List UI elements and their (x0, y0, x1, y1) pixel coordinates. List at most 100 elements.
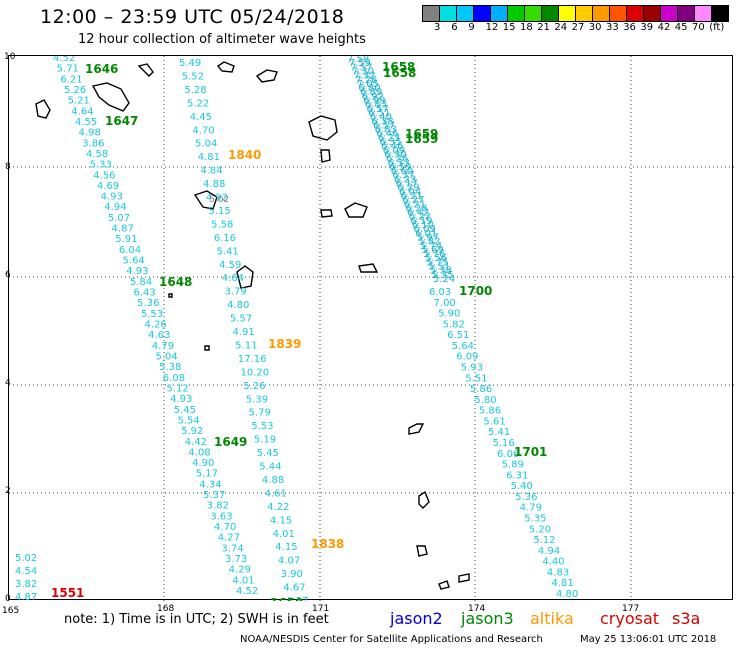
credit-line: NOAA/NESDIS Center for Satellite Applica… (240, 634, 543, 645)
wave-height-value: 6.29 (397, 183, 419, 194)
wave-height-value: 6.31 (506, 470, 528, 481)
wave-height-value: 3.82 (15, 579, 37, 590)
map-canvas: 4.525.716.215.265.214.644.554.983.864.58… (9, 56, 734, 601)
x-tick-label: 171 (312, 604, 330, 614)
wave-height-value: 4.61 (265, 488, 287, 499)
wave-height-value: 6.17 (396, 179, 418, 190)
x-tick-label: 168 (157, 604, 175, 614)
island-outline (193, 190, 218, 210)
island-outlines (35, 61, 470, 590)
wave-height-value: 5.71 (57, 64, 79, 75)
pass-time-label: 1550 (51, 599, 84, 601)
wave-height-value: 4.91 (233, 327, 255, 338)
legend-swatch (507, 5, 525, 22)
wave-height-value: 5.51 (465, 373, 487, 384)
wave-height-value: 4.79 (152, 341, 174, 352)
wave-height-value: 5.04 (155, 351, 177, 362)
wave-height-value: 6.33 (388, 158, 410, 169)
wave-height-value: 4.98 (79, 128, 101, 139)
pass-time-label: 1701 (514, 445, 547, 459)
legend-swatch (626, 5, 644, 22)
wave-height-value: 4.56 (93, 170, 115, 181)
wave-height-value: 5.90 (438, 309, 460, 320)
legend-label: 45 (674, 22, 688, 33)
wave-height-value: 4.81 (551, 578, 573, 589)
island-outline (91, 82, 130, 112)
wave-height-value: 6.23 (394, 174, 416, 185)
wave-height-value: 6.42 (407, 208, 429, 219)
island-outline (458, 573, 470, 583)
legend-label: 3 (434, 22, 441, 33)
island-outline (320, 149, 331, 163)
legend-label: 18 (520, 22, 533, 33)
wave-height-value: 4.15 (270, 515, 292, 526)
wave-height-value: 4.26 (145, 320, 167, 331)
wave-height-value: 5.80 (474, 395, 496, 406)
wave-height-value: 4.88 (262, 475, 284, 486)
wave-height-value: 4.22 (267, 502, 289, 513)
island-outline (255, 69, 278, 83)
legend-label: 15 (502, 22, 516, 33)
wave-height-value: 6.16 (214, 233, 236, 244)
wave-height-value: 5.16 (493, 438, 515, 449)
wave-height-value: 5.52 (182, 71, 204, 82)
map-area: 4.52 5.71 6.21 5.26 5.21 4.64 4.55 4.98 3.86 4.58… (8, 55, 734, 601)
map-title: 12:00 – 23:59 UTC 05/24/2018 (40, 6, 345, 28)
wave-height-value: 3.90 (281, 569, 303, 580)
wave-height-value: 3.82 (207, 501, 229, 512)
wave-height-value: 6.38 (371, 116, 393, 127)
wave-height-value: 6.37 (392, 170, 414, 181)
color-legend (422, 5, 729, 22)
legend-label: 70 (692, 22, 705, 33)
wave-height-value: 4.59 (219, 260, 241, 271)
wave-height-value: 4.15 (275, 542, 297, 553)
y-tick-label: 6 (5, 270, 11, 280)
wave-height-value: 4.54 (15, 566, 37, 577)
wave-height-value: 6.99 (363, 96, 385, 107)
wave-height-value: 4.88 (203, 179, 225, 190)
wave-height-value: 5.89 (502, 460, 524, 471)
wave-height-value: 4.87 (15, 592, 37, 601)
island-outline (204, 345, 210, 351)
wave-height-value: 6.46 (381, 141, 403, 152)
satellite-label: jason2 (390, 609, 443, 628)
island-outline (236, 265, 254, 289)
wave-height-value: 5.15 (208, 206, 230, 217)
map-grid (9, 56, 734, 601)
wave-height-value: 5.57 (230, 314, 252, 325)
satellite-label: cryosat (600, 609, 660, 628)
pass-time-label: 1700 (459, 284, 492, 298)
wave-height-value: 3.74 (221, 543, 243, 554)
wave-height-value: 4.81 (198, 152, 220, 163)
y-tick-label: 0 (5, 594, 11, 604)
wave-height-value: 5.20 (529, 524, 551, 535)
wave-height-value: 7.57 (350, 62, 372, 73)
wave-height-value: 6.22 (409, 212, 431, 223)
wave-height-value: 6.21 (60, 74, 82, 85)
wave-height-value: 5.45 (174, 405, 196, 416)
legend-label: 42 (657, 22, 671, 33)
wave-height-value: 5.24 (433, 274, 455, 285)
y-tick-label: 2 (5, 486, 11, 496)
wave-height-value: 6.19 (410, 216, 432, 227)
legend-swatch (592, 5, 610, 22)
legend-label: 27 (571, 22, 585, 33)
wave-height-value: 4.01 (232, 575, 254, 586)
wave-height-value: 6.80 (358, 83, 380, 94)
wave-height-value: 6.26 (386, 154, 408, 165)
wave-height-value: 5.22 (187, 98, 209, 109)
wave-height-value: 17.16 (238, 354, 267, 365)
wave-height-value: 5.41 (488, 427, 510, 438)
wave-height-value: 5.45 (257, 448, 279, 459)
island-outline (408, 423, 425, 435)
legend-label: 24 (554, 22, 568, 33)
satellite-label: altika (530, 609, 574, 628)
wave-height-value: 6.08 (163, 373, 185, 384)
wave-height-value: 6.57 (366, 104, 388, 115)
wave-height-value: 6.40 (370, 112, 392, 123)
wave-height-value: 4.58 (86, 149, 108, 160)
wave-height-value: 4.42 (185, 437, 207, 448)
wave-height-value: 5.56 (425, 253, 447, 264)
legend-swatch (643, 5, 661, 22)
wave-height-value: 6.60 (391, 166, 413, 177)
